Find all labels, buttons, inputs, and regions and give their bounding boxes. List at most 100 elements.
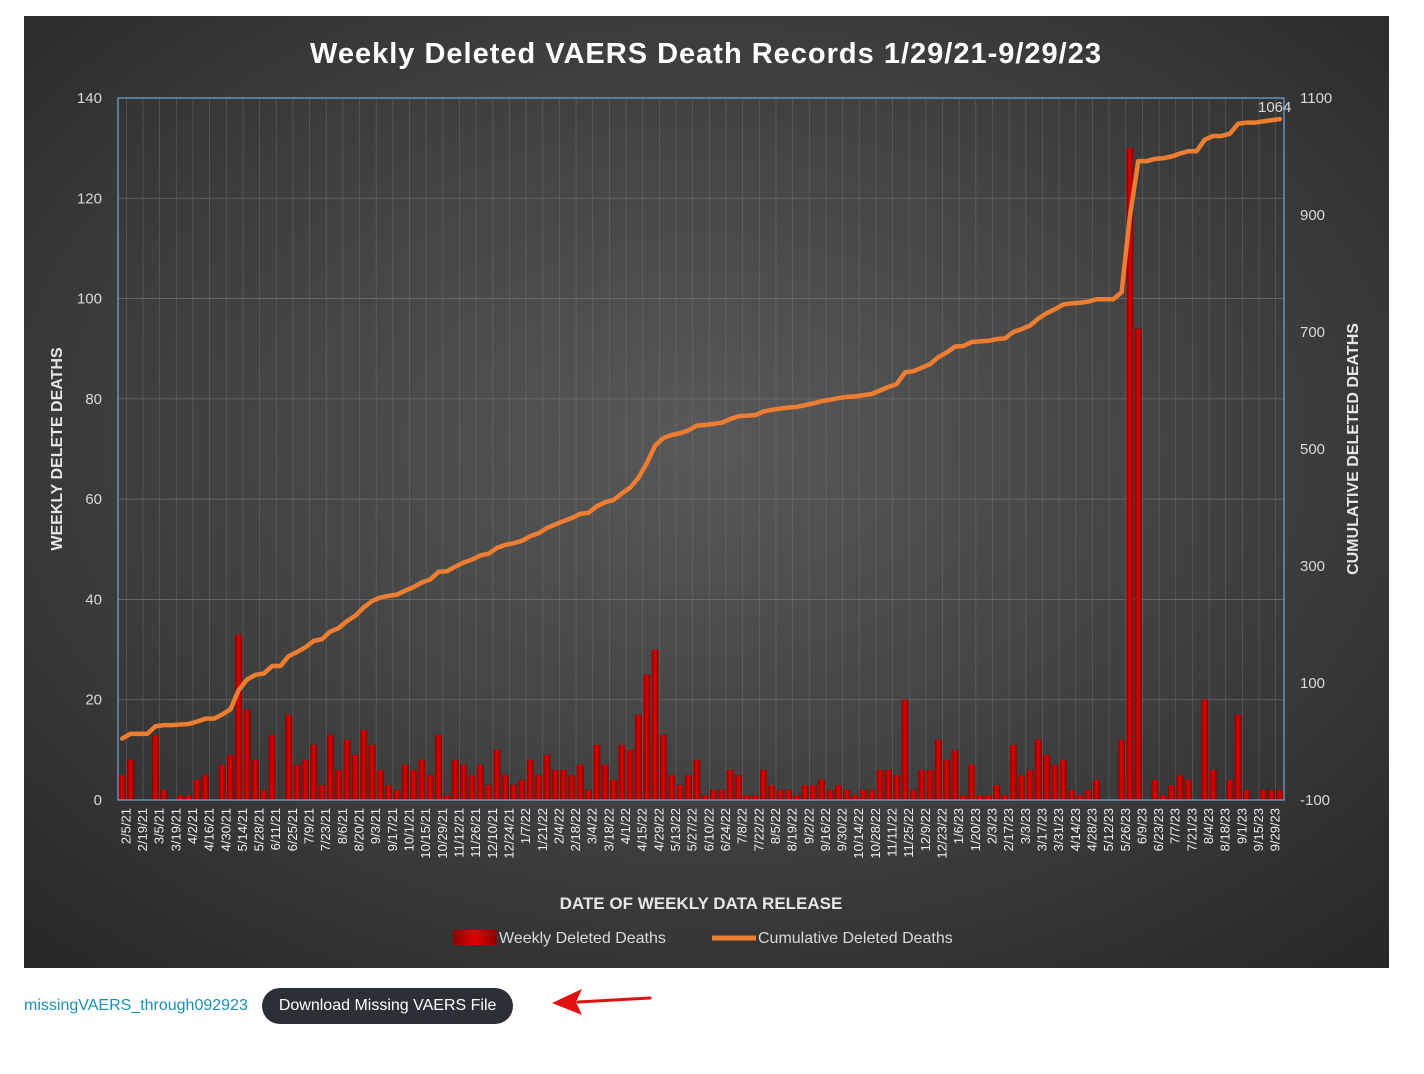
legend-label-cumulative: Cumulative Deleted Deaths <box>758 930 953 947</box>
bar-111 <box>1043 754 1051 800</box>
y-left-tick-7: 140 <box>77 90 102 107</box>
x-tick-2: 3/5/21 <box>152 808 167 844</box>
chart-panel: 0 20 40 60 80 100 120 140 -100 100 300 500 700 900 110… <box>24 16 1389 968</box>
y-right-tick-1: 100 <box>1300 675 1325 692</box>
x-tick-37: 7/8/22 <box>735 808 750 844</box>
x-tick-43: 9/30/22 <box>835 808 850 851</box>
y-right-tick-2: 300 <box>1300 558 1325 575</box>
bar-85 <box>826 789 834 800</box>
bar-81 <box>793 794 801 800</box>
bar-88 <box>851 794 859 800</box>
x-tick-13: 8/6/21 <box>335 808 350 844</box>
y-axis-right-title: CUMULATIVE DELETED DEATHS <box>1345 323 1362 575</box>
y-left-tick-0: 0 <box>94 792 102 809</box>
bar-69 <box>693 759 701 800</box>
x-tick-52: 2/3/23 <box>985 808 1000 844</box>
bar-112 <box>1051 764 1059 800</box>
bar-16 <box>252 759 259 800</box>
x-tick-33: 5/13/22 <box>668 808 683 851</box>
bar-106 <box>1001 794 1009 800</box>
bar-27 <box>343 739 351 800</box>
bar-59 <box>610 779 617 800</box>
x-tick-58: 4/28/23 <box>1084 808 1099 851</box>
x-tick-15: 9/3/21 <box>368 808 383 844</box>
bar-121 <box>1126 148 1134 801</box>
y-right-tick-4: 700 <box>1300 324 1325 341</box>
bar-134 <box>1234 714 1242 800</box>
bar-103 <box>976 794 984 800</box>
bar-54 <box>568 774 576 800</box>
bar-47 <box>510 784 518 800</box>
bar-122 <box>1134 328 1142 800</box>
x-tick-57: 4/14/23 <box>1068 808 1083 851</box>
x-tick-44: 10/14/22 <box>851 808 866 859</box>
download-missing-vaers-button[interactable]: Download Missing VAERS File <box>261 988 514 1024</box>
bar-108 <box>1018 774 1026 800</box>
y-left-tick-6: 120 <box>77 190 102 207</box>
bar-62 <box>635 714 642 800</box>
bar-86 <box>835 784 842 800</box>
bar-71 <box>710 789 717 800</box>
y-left-tick-3: 60 <box>85 491 102 508</box>
bar-43 <box>476 764 484 800</box>
bar-128 <box>1184 779 1192 800</box>
bar-80 <box>785 789 792 800</box>
x-tick-25: 1/21/22 <box>535 808 550 851</box>
legend-label-weekly: Weekly Deleted Deaths <box>499 930 666 947</box>
bar-10 <box>202 774 209 800</box>
x-tick-5: 4/16/21 <box>202 808 217 851</box>
bar-39 <box>443 794 451 800</box>
x-tick-6: 4/30/21 <box>218 808 233 851</box>
x-tick-23: 12/24/21 <box>501 808 516 859</box>
red-arrow-icon <box>552 989 652 1015</box>
bar-125 <box>1159 794 1167 800</box>
footer-row: missingVAERS_through092923 Download Miss… <box>24 988 514 1024</box>
x-tick-32: 4/29/22 <box>651 808 666 851</box>
x-tick-27: 2/18/22 <box>568 808 583 851</box>
bar-127 <box>1176 774 1184 800</box>
x-tick-20: 11/12/21 <box>451 808 466 858</box>
bar-114 <box>1068 789 1076 800</box>
bar-34 <box>401 764 409 800</box>
bar-95 <box>909 789 917 800</box>
bar-126 <box>1168 784 1175 800</box>
bar-102 <box>968 764 976 800</box>
x-tick-45: 10/28/22 <box>868 808 883 859</box>
x-tick-49: 12/23/22 <box>935 808 950 859</box>
bar-38 <box>435 734 443 800</box>
y-left-tick-5: 100 <box>77 291 102 308</box>
bar-28 <box>351 754 359 800</box>
x-tick-64: 7/21/23 <box>1184 808 1199 851</box>
bar-116 <box>1084 789 1092 800</box>
chart-background <box>24 16 1389 968</box>
bar-66 <box>668 774 676 800</box>
x-tick-22: 12/10/21 <box>485 808 500 859</box>
x-tick-11: 7/9/21 <box>302 808 317 844</box>
bar-7 <box>177 794 184 800</box>
gridlines <box>118 97 1284 801</box>
bar-83 <box>810 784 817 800</box>
x-tick-7: 5/14/21 <box>235 808 250 851</box>
bar-115 <box>1076 794 1084 800</box>
x-tick-3: 3/19/21 <box>168 808 183 851</box>
bar-124 <box>1151 779 1159 800</box>
bar-37 <box>426 774 434 800</box>
bar-9 <box>193 779 201 800</box>
cumulative-line-layer <box>119 116 1283 741</box>
x-tick-60: 5/26/23 <box>1118 808 1133 851</box>
bar-94 <box>901 699 909 800</box>
x-tick-24: 1/7/22 <box>518 808 533 844</box>
bar-90 <box>868 789 876 800</box>
bar-58 <box>601 764 609 800</box>
x-tick-8: 5/28/21 <box>252 808 267 851</box>
bar-56 <box>585 789 592 800</box>
bar-98 <box>934 739 942 800</box>
x-tick-29: 3/18/22 <box>601 808 616 851</box>
y-right-tick-3: 500 <box>1300 441 1325 458</box>
y-right-tick-5: 900 <box>1300 207 1325 224</box>
bar-15 <box>243 709 251 800</box>
missing-vaers-file-link[interactable]: missingVAERS_through092923 <box>24 997 248 1014</box>
y-left-tick-2: 40 <box>85 591 102 608</box>
bar-26 <box>335 769 343 800</box>
bar-14 <box>235 634 243 800</box>
